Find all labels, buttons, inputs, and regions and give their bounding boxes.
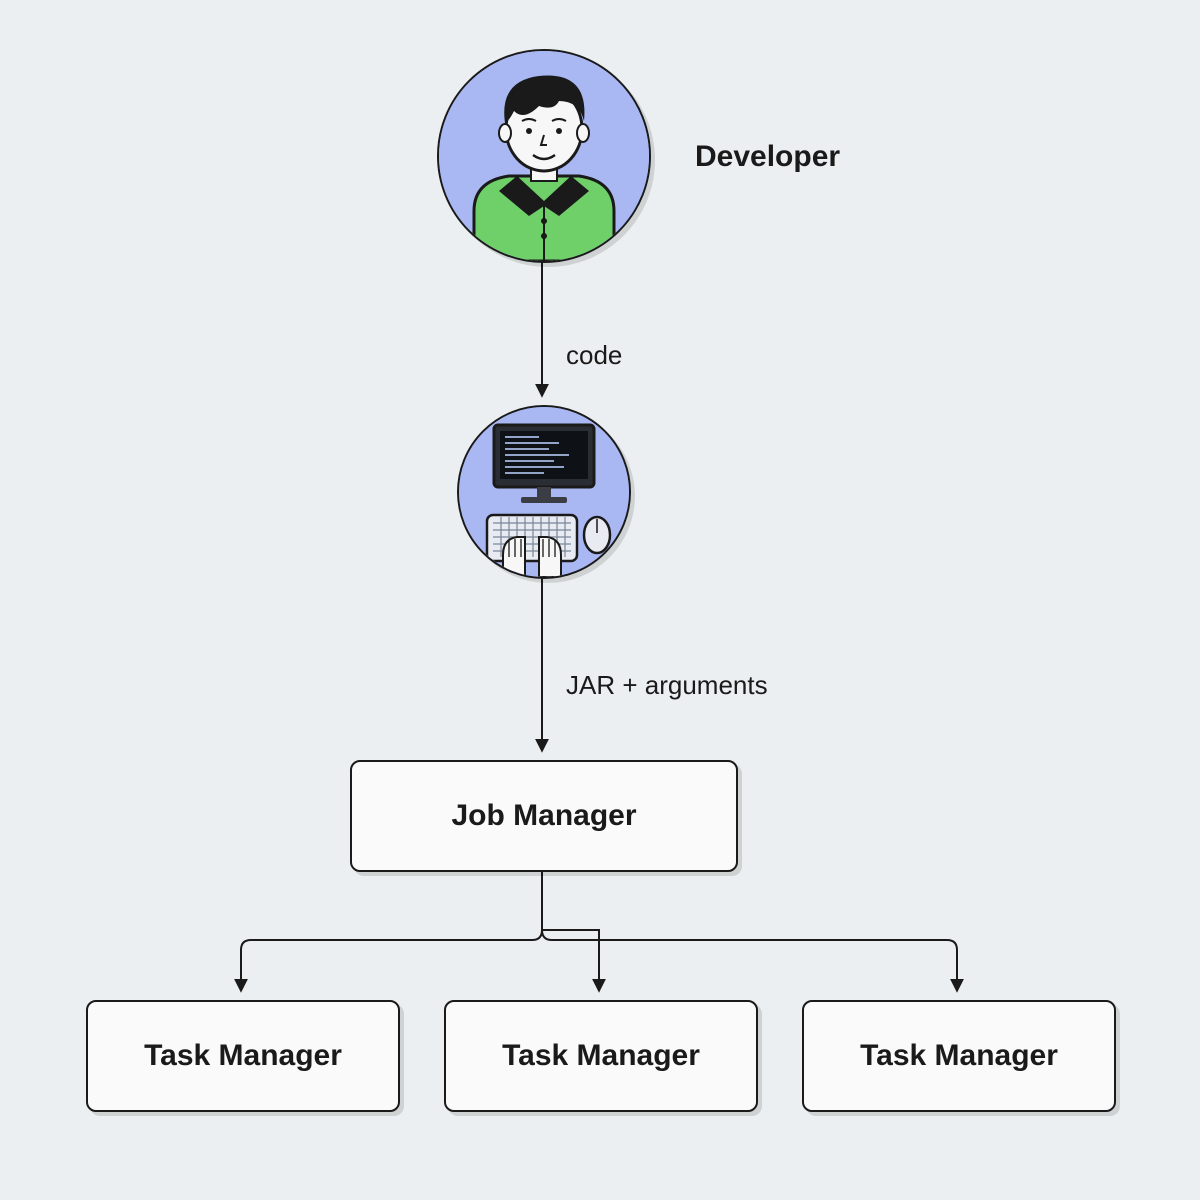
task-manager-node: Task Manager xyxy=(86,1000,400,1112)
developer-avatar xyxy=(437,49,651,263)
job-manager-node: Job Manager xyxy=(350,760,738,872)
developer-label: Developer xyxy=(695,140,840,174)
job-manager-label: Job Manager xyxy=(451,799,636,833)
task-manager-label: Task Manager xyxy=(860,1039,1058,1073)
task-manager-label: Task Manager xyxy=(144,1039,342,1073)
edge-label-code: code xyxy=(566,340,622,371)
developer-icon xyxy=(439,51,649,261)
computer-icon xyxy=(459,407,629,577)
task-manager-node: Task Manager xyxy=(444,1000,758,1112)
workstation-node xyxy=(457,405,631,579)
task-manager-node: Task Manager xyxy=(802,1000,1116,1112)
edge-label-jar: JAR + arguments xyxy=(566,670,768,701)
task-manager-label: Task Manager xyxy=(502,1039,700,1073)
diagram-canvas: Developer xyxy=(0,0,1200,1200)
